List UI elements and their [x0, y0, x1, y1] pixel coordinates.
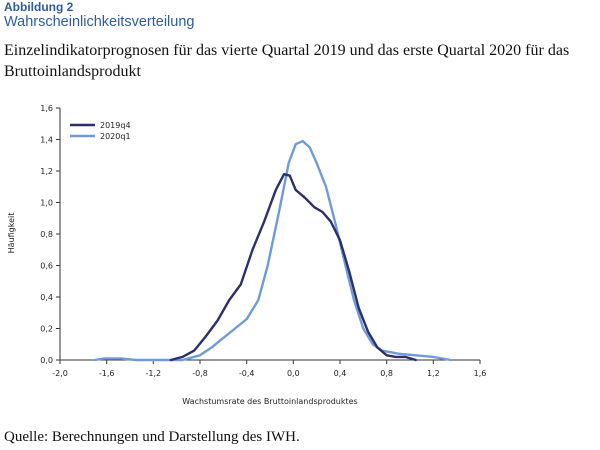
y-tick-label: 1,4 [40, 136, 53, 145]
x-axis-label: Wachstumsrate des Bruttoinlandsproduktes [182, 397, 357, 406]
y-tick-label: 0,0 [40, 356, 53, 365]
figure-label: Abbildung 2 [4, 0, 74, 14]
x-tick-label: -2,0 [52, 369, 68, 378]
chart-legend: 2019q4 2020q1 [70, 121, 131, 141]
y-axis-label: Häufigkeit [7, 213, 16, 254]
legend-label-2020q1: 2020q1 [100, 132, 131, 141]
y-tick-label: 0,4 [40, 293, 53, 302]
series-line-2019q4 [169, 173, 417, 362]
y-tick-label: 0,6 [40, 262, 53, 271]
x-tick-label: -1,6 [99, 369, 115, 378]
y-tick-label: 1,0 [40, 199, 53, 208]
y-tick-label: 0,2 [40, 325, 53, 334]
figure-subtitle: Wahrscheinlichkeitsverteilung [4, 14, 195, 30]
x-tick-label: 0,4 [334, 369, 347, 378]
source-note: Quelle: Berechnungen und Darstellung des… [4, 429, 300, 445]
legend-label-2019q4: 2019q4 [100, 121, 131, 130]
x-tick-label: 0,8 [380, 369, 393, 378]
x-tick-label: 0,0 [287, 369, 300, 378]
y-tick-label: 0,8 [40, 230, 53, 239]
y-tick-label: 1,2 [40, 167, 53, 176]
x-tick-label: -1,2 [146, 369, 162, 378]
chart-axes: 0,0 0,2 0,4 0,6 0,8 1,0 1,2 1,4 1,6 -2,0 -1,6 -1,2 -… [40, 104, 486, 378]
chart-lines [93, 139, 452, 362]
series-line-2020q1 [93, 139, 452, 362]
y-tick-label: 1,6 [40, 104, 53, 113]
x-tick-label: 1,6 [474, 369, 487, 378]
x-tick-label: -0,8 [192, 369, 208, 378]
figure-title: Einzelindikatorprognosen für das vierte … [4, 42, 570, 80]
x-tick-label: -0,4 [239, 369, 255, 378]
x-tick-label: 1,2 [427, 369, 440, 378]
